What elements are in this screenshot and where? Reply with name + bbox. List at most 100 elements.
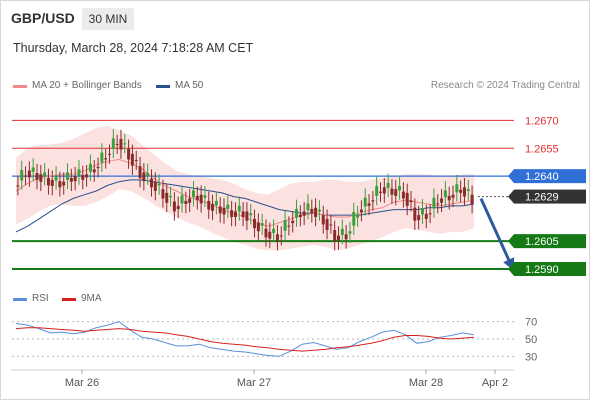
candle-body xyxy=(317,209,321,212)
level-box-pointer xyxy=(508,234,514,249)
candle-body xyxy=(24,175,28,177)
timeframe-badge[interactable]: 30 MIN xyxy=(82,8,134,30)
candle-body xyxy=(470,194,474,204)
candle-body xyxy=(264,228,268,238)
x-tick-label: Mar 28 xyxy=(409,377,443,389)
candle-body xyxy=(27,170,31,178)
candle-body xyxy=(405,192,409,206)
candle-body xyxy=(409,200,413,203)
candle-body xyxy=(466,189,470,191)
instrument-title: GBP/USD xyxy=(11,10,75,26)
candle-body xyxy=(16,185,20,187)
candle-body xyxy=(413,207,417,221)
candle-body xyxy=(352,212,356,226)
candle-body xyxy=(283,220,287,231)
candle-body xyxy=(440,198,444,203)
level-box-pointer xyxy=(508,262,514,276)
candle-body xyxy=(165,192,169,203)
candle-body xyxy=(138,166,142,178)
candle-body xyxy=(321,215,325,225)
level-label-1.2605: 1.2605 xyxy=(525,236,559,248)
x-tick-label: Mar 27 xyxy=(237,377,271,389)
candle-body xyxy=(329,224,333,226)
candle-body xyxy=(375,186,379,196)
rsi-tick-50: 50 xyxy=(525,334,537,346)
candle-body xyxy=(436,203,440,205)
candle-body xyxy=(340,228,344,235)
candle-body xyxy=(386,182,390,188)
candle-body xyxy=(88,163,92,172)
candle-body xyxy=(127,148,131,160)
candle-body xyxy=(54,175,58,181)
candle-body xyxy=(100,152,104,163)
candle-body xyxy=(394,189,398,196)
candle-body xyxy=(378,191,382,193)
candle-body xyxy=(226,204,230,209)
candle-body xyxy=(237,205,241,212)
candle-body xyxy=(356,215,360,218)
candle-body xyxy=(188,198,192,203)
candle-body xyxy=(20,169,24,181)
candle-body xyxy=(295,208,299,218)
candle-body xyxy=(43,172,47,177)
candle-body xyxy=(455,184,459,193)
candle-body xyxy=(306,203,310,211)
ma20-legend-label: MA 20 + Bollinger Bands xyxy=(32,80,142,91)
level-label-1.2629: 1.2629 xyxy=(525,192,559,204)
candle-body xyxy=(73,176,77,182)
level-box-1.2590 xyxy=(514,262,586,276)
candle-body xyxy=(161,189,165,199)
candle-body xyxy=(310,208,314,214)
rsi-legend-label: RSI xyxy=(32,293,49,304)
candle-body xyxy=(325,218,329,230)
candle-body xyxy=(69,178,73,182)
ma9-swatch xyxy=(62,298,76,301)
level-label-1.2670: 1.2670 xyxy=(525,115,559,127)
candle-body xyxy=(81,174,85,180)
candle-body xyxy=(291,220,295,224)
level-box-1.2640 xyxy=(514,169,586,184)
ma20-swatch xyxy=(13,85,27,88)
candle-body xyxy=(62,181,66,186)
candle-body xyxy=(58,181,62,188)
level-box-1.2629 xyxy=(514,189,586,204)
candle-body xyxy=(142,172,146,182)
forecast-arrow-shaft xyxy=(479,197,514,268)
source-credit: Research © 2024 Trading Central xyxy=(430,80,580,91)
level-label-1.2640: 1.2640 xyxy=(525,171,559,183)
candle-body xyxy=(390,188,394,195)
candle-body xyxy=(153,181,157,191)
level-label-1.2590: 1.2590 xyxy=(525,264,559,276)
candle-body xyxy=(203,195,207,198)
candle-body xyxy=(35,173,39,180)
candle-body xyxy=(172,201,176,212)
level-box-pointer xyxy=(508,169,514,184)
candle-body xyxy=(344,234,348,240)
candle-body xyxy=(169,195,173,198)
candle-body xyxy=(149,178,153,188)
candle-body xyxy=(447,195,451,201)
candle-body xyxy=(279,235,283,237)
candle-body xyxy=(459,189,463,193)
candle-body xyxy=(230,210,234,217)
candle-body xyxy=(417,215,421,221)
candle-body xyxy=(146,173,150,176)
candle-body xyxy=(66,172,70,180)
candle-body xyxy=(241,211,245,217)
candle-body xyxy=(115,143,119,145)
candle-body xyxy=(424,213,428,219)
ma20-line xyxy=(15,158,475,227)
level-label-1.2655: 1.2655 xyxy=(525,143,559,155)
ma50-legend-label: MA 50 xyxy=(175,80,204,91)
candle-body xyxy=(119,139,123,150)
candle-body xyxy=(432,197,436,209)
candle-body xyxy=(443,190,447,198)
candle-body xyxy=(333,230,337,242)
candle-body xyxy=(39,174,43,182)
candle-body xyxy=(191,190,195,198)
ma50-swatch xyxy=(156,85,170,88)
candle-body xyxy=(462,187,466,197)
rsi-swatch xyxy=(13,298,27,301)
